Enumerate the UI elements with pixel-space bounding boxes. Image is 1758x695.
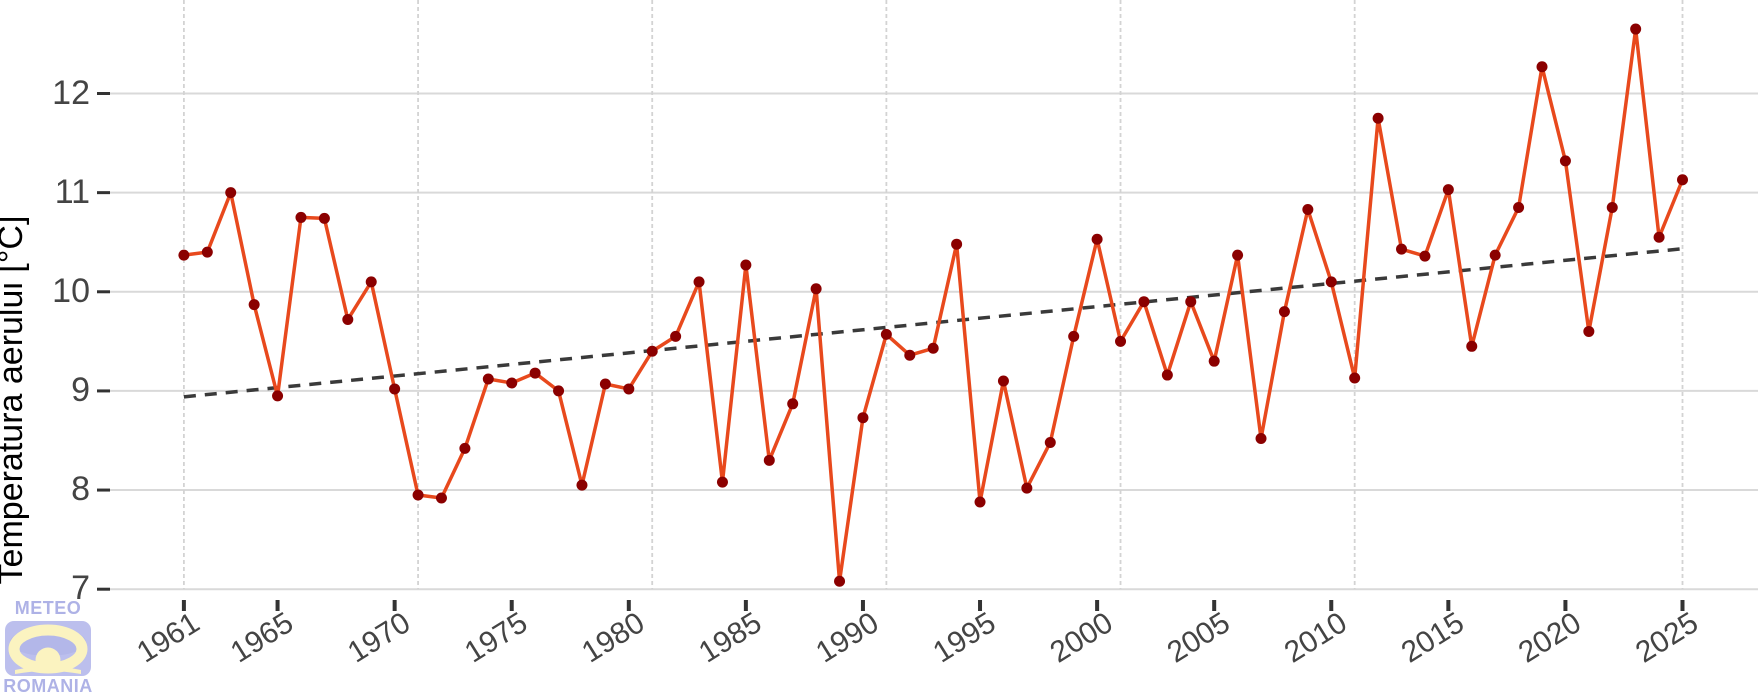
svg-text:1975: 1975 xyxy=(459,606,533,669)
svg-text:9: 9 xyxy=(71,371,90,409)
svg-text:2025: 2025 xyxy=(1630,606,1704,669)
svg-text:2015: 2015 xyxy=(1396,606,1470,669)
svg-text:11: 11 xyxy=(55,173,90,211)
svg-text:10: 10 xyxy=(52,272,90,310)
svg-text:1990: 1990 xyxy=(810,606,884,669)
svg-text:2000: 2000 xyxy=(1045,606,1119,669)
svg-text:1961: 1961 xyxy=(131,606,205,669)
svg-text:8: 8 xyxy=(71,470,90,508)
svg-text:2005: 2005 xyxy=(1162,606,1236,669)
svg-text:1995: 1995 xyxy=(927,606,1001,669)
svg-text:2010: 2010 xyxy=(1279,606,1353,669)
svg-text:METEO: METEO xyxy=(15,598,82,618)
svg-text:ROMANIA: ROMANIA xyxy=(3,676,93,695)
svg-text:1985: 1985 xyxy=(693,606,767,669)
svg-text:1965: 1965 xyxy=(225,606,299,669)
svg-text:12: 12 xyxy=(52,74,90,112)
svg-text:2020: 2020 xyxy=(1513,606,1587,669)
svg-text:Temperatura aerului [°C]: Temperatura aerului [°C] xyxy=(0,216,30,585)
svg-text:1980: 1980 xyxy=(576,606,650,669)
svg-text:1970: 1970 xyxy=(342,606,416,669)
